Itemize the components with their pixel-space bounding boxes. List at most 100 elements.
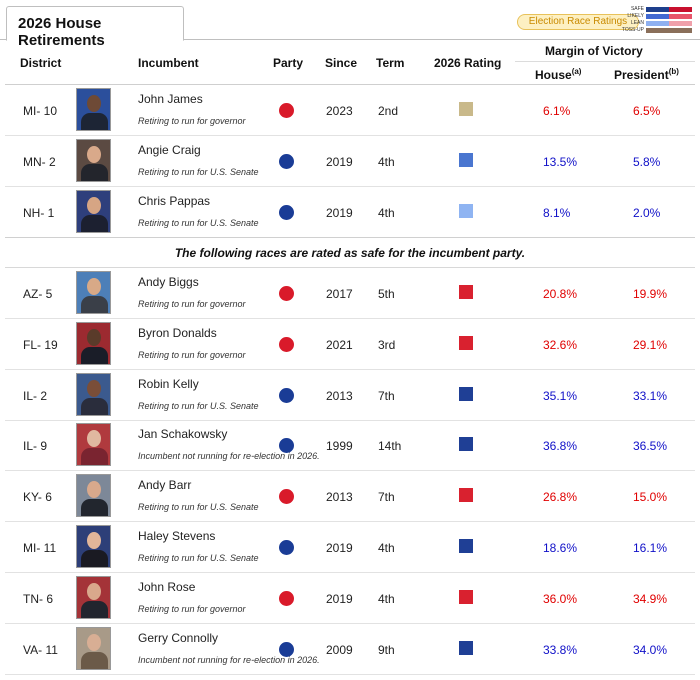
photo-body — [81, 651, 108, 669]
incumbent-name: Robin Kelly — [138, 376, 199, 391]
photo-head — [87, 532, 101, 549]
district-cell: VA- 11 — [23, 642, 58, 657]
house-margin: 8.1% — [543, 205, 571, 220]
photo-body — [81, 113, 108, 130]
header-president: President(b) — [614, 67, 679, 82]
since-cell: 2019 — [326, 541, 353, 555]
rating-swatch — [459, 203, 473, 218]
rating-swatch — [459, 285, 473, 299]
incumbent-name: John Rose — [138, 579, 196, 594]
district-cell: IL- 9 — [23, 439, 48, 454]
house-margin: 36.8% — [543, 439, 578, 454]
house-margin: 26.8% — [543, 490, 578, 505]
photo-head — [87, 430, 101, 448]
president-margin: 15.0% — [633, 490, 668, 505]
header-term: Term — [376, 56, 405, 70]
table-row: KY- 6 Andy Barr Retiring to run for U.S. S… — [5, 471, 695, 523]
photo-body — [81, 214, 108, 232]
since-cell: 2013 — [326, 490, 353, 505]
house-margin: 35.1% — [543, 388, 578, 403]
house-margin: 20.8% — [543, 287, 578, 301]
incumbent-note: Incumbent not running for re-election in… — [138, 451, 320, 462]
term-cell: 5th — [378, 287, 395, 301]
incumbent-name: John James — [138, 92, 203, 106]
incumbent-photo — [76, 321, 111, 365]
democratic-party-icon — [279, 204, 294, 220]
header-bottom-line — [5, 84, 695, 85]
table-row: TN- 6 John Rose Retiring to run for govern… — [5, 573, 695, 624]
photo-body — [81, 397, 108, 415]
incumbent-name: Byron Donalds — [138, 325, 217, 340]
term-cell: 9th — [378, 642, 395, 657]
legend-rep-swatch — [669, 7, 692, 12]
rating-swatch — [459, 640, 473, 655]
photo-head — [87, 145, 101, 163]
photo-head — [87, 379, 101, 397]
democratic-party-icon — [279, 387, 294, 403]
table-row: MI- 11 Haley Stevens Retiring to run for U… — [5, 522, 695, 573]
incumbent-name: Andy Barr — [138, 478, 192, 493]
legend-label: SAFE — [630, 6, 644, 12]
legend-row: SAFE — [620, 7, 694, 12]
house-margin: 13.5% — [543, 154, 578, 169]
photo-body — [81, 448, 108, 466]
incumbent-name: Chris Pappas — [138, 193, 211, 208]
term-cell: 3rd — [378, 337, 396, 352]
democratic-party-icon — [279, 153, 294, 169]
president-margin: 19.9% — [633, 287, 668, 301]
house-margin: 33.8% — [543, 642, 578, 657]
since-cell: 2017 — [326, 287, 353, 301]
incumbent-note: Retiring to run for U.S. Senate — [138, 400, 259, 411]
table-row: MN- 2 Angie Craig Retiring to run for U.S.… — [5, 136, 695, 187]
republican-party-icon — [279, 336, 294, 352]
election-race-ratings-button[interactable]: Election Race Ratings — [517, 14, 639, 30]
legend-dem-swatch — [646, 28, 669, 33]
tab-bar: 2026 House Retirements Election Race Rat… — [0, 0, 700, 49]
photo-head — [87, 633, 101, 651]
photo-head — [87, 582, 101, 600]
legend-dem-swatch — [646, 14, 669, 19]
term-cell: 4th — [378, 205, 395, 220]
header-incumbent: Incumbent — [138, 56, 199, 70]
president-margin: 36.5% — [633, 439, 668, 454]
democratic-party-icon — [279, 438, 294, 454]
district-cell: MI- 11 — [23, 541, 57, 555]
photo-body — [81, 550, 108, 567]
incumbent-note: Incumbent not running for re-election in… — [138, 654, 320, 665]
legend-dem-swatch — [646, 21, 669, 26]
safe-races-message: The following races are rated as safe fo… — [174, 246, 526, 260]
president-margin: 5.8% — [633, 154, 661, 169]
legend-rep-swatch — [669, 28, 692, 33]
term-cell: 4th — [378, 541, 395, 555]
since-cell: 2019 — [326, 591, 353, 606]
republican-party-icon — [279, 103, 294, 118]
district-cell: TN- 6 — [23, 591, 53, 606]
republican-party-icon — [279, 489, 294, 505]
since-cell: 2021 — [326, 337, 353, 352]
legend-label: TOSS-UP — [621, 27, 644, 33]
section-divider — [5, 237, 695, 238]
incumbent-photo — [76, 525, 111, 568]
incumbent-photo — [76, 138, 111, 182]
incumbent-photo — [76, 626, 111, 670]
legend-dem-swatch — [646, 7, 669, 12]
house-margin: 18.6% — [543, 541, 578, 555]
tab-house-retirements[interactable]: 2026 House Retirements — [6, 6, 184, 49]
republican-party-icon — [279, 590, 294, 606]
photo-body — [81, 163, 108, 181]
democratic-party-icon — [279, 641, 294, 657]
header-party: Party — [273, 56, 304, 70]
table-row: VA- 11 Gerry Connolly Incumbent not runnin… — [5, 624, 695, 675]
district-cell: IL- 2 — [23, 388, 48, 403]
photo-body — [81, 346, 108, 364]
incumbent-name: Andy Biggs — [138, 275, 199, 289]
district-cell: MI- 10 — [23, 104, 58, 118]
since-cell: 2009 — [326, 642, 353, 657]
photo-head — [87, 196, 101, 214]
rating-swatch — [459, 539, 473, 553]
district-cell: KY- 6 — [23, 490, 52, 505]
president-margin: 33.1% — [633, 388, 668, 403]
term-cell: 4th — [378, 591, 395, 606]
legend-rep-swatch — [669, 21, 692, 26]
district-cell: NH- 1 — [23, 205, 55, 220]
